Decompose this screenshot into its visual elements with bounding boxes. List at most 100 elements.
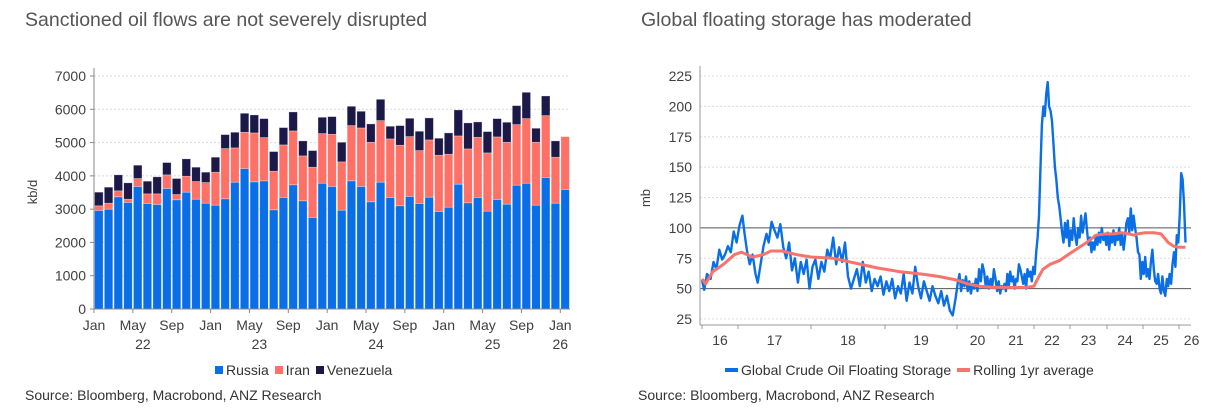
y-tick-label: 150 [669,159,693,175]
bar-venezuela-2023-02 [220,134,230,149]
y-tick-label: 6000 [55,101,86,117]
bar-venezuela-2023-03 [230,131,240,149]
left-axes: 0 1000 2000 3000 4000 5000 6000 7000 Jan May Sep Ja… [55,68,572,352]
y-tick-label: 25 [676,311,692,327]
legend-label: Iran [285,362,310,378]
y-tick-label: 125 [669,190,693,206]
bar-venezuela-2024-11 [424,117,434,141]
x-tick-label: 19 [913,332,929,348]
x-year-label: 22 [135,336,151,352]
bar-venezuela-2022-04 [123,182,133,200]
x-tick-label: 18 [840,332,856,348]
bar-venezuela-2022-01 [94,191,104,207]
x-year-label: 23 [252,336,268,352]
bar-venezuela-2023-08 [278,127,288,146]
left-legend: Russia Iran Venezuela [215,362,392,378]
x-year-label: 25 [485,336,501,352]
bar-venezuela-2023-06 [259,118,269,138]
bar-venezuela-2024-04 [356,110,366,129]
bar-venezuela-2024-06 [376,99,386,121]
x-tick-label: 25 [1153,332,1169,348]
bar-venezuela-2022-11 [191,166,201,182]
bar-venezuela-2024-07 [385,125,395,140]
bar-venezuela-2023-04 [240,112,250,133]
rolling-average-swatch-icon [957,368,971,372]
bar-venezuela-2025-11 [541,95,551,116]
legend-label: Venezuela [326,362,393,378]
legend-item-venezuela: Venezuela [315,362,393,378]
right-legend: Global Crude Oil Floating Storage Rollin… [725,362,1094,378]
y-tick-label: 75 [676,250,692,266]
x-tick-label: 20 [970,332,986,348]
left-chart-title: Sanctioned oil flows are not severely di… [25,9,428,31]
bar-venezuela-2024-02 [337,141,347,163]
left-bars [94,92,570,310]
bar-venezuela-2023-07 [269,151,279,172]
bar-venezuela-2025-12 [550,140,560,158]
x-tick-label: May [236,317,262,333]
bar-venezuela-2022-08 [162,162,172,176]
x-tick-label: Jan [432,317,455,333]
y-tick-label: 1000 [55,268,86,284]
x-tick-label: 17 [767,332,783,348]
x-tick-label: 21 [1008,332,1024,348]
x-tick-label: Jan [83,317,106,333]
bar-venezuela-2023-05 [249,114,259,134]
series-line-global-crude-oil-floating-storage [700,80,1187,317]
legend-item-russia: Russia [215,362,269,378]
bar-venezuela-2024-05 [366,123,376,143]
right-lines [700,80,1187,317]
bar-iran-2026-01 [560,136,570,190]
bar-venezuela-2025-08 [512,105,522,125]
bar-venezuela-2024-10 [414,130,424,151]
x-tick-label: Sep [392,317,417,333]
legend-item-floating-storage: Global Crude Oil Floating Storage [725,362,951,378]
bar-venezuela-2022-10 [181,158,191,177]
bar-venezuela-2022-05 [133,164,143,179]
x-year-label: 26 [552,336,568,352]
x-tick-label: May [353,317,379,333]
x-tick-label: Sep [159,317,184,333]
right-source-note: Source: Bloomberg, Macrobond, ANZ Resear… [638,387,935,403]
y-tick-label: 175 [669,129,693,145]
series-line-rolling-1yr-average [700,231,1186,289]
left-source-note: Source: Bloomberg, Macrobond, ANZ Resear… [25,387,322,403]
x-tick-label: 16 [712,332,728,348]
y-tick-label: 4000 [55,168,86,184]
floating-storage-swatch-icon [725,368,738,372]
x-tick-label: 26 [1184,332,1200,348]
bar-venezuela-2025-06 [492,118,502,138]
right-gridlines [700,75,1191,320]
y-tick-label: 3000 [55,201,86,217]
bar-venezuela-2025-05 [482,131,492,154]
bar-venezuela-2025-04 [473,121,483,138]
bar-venezuela-2025-02 [453,109,463,137]
y-tick-label: 200 [669,98,693,114]
bar-venezuela-2025-09 [521,92,531,119]
bar-venezuela-2025-07 [502,121,512,143]
x-tick-label: Jan [549,317,572,333]
legend-item-iran: Iran [274,362,310,378]
y-tick-label: 225 [669,68,693,84]
x-tick-label: Sep [509,317,534,333]
bar-venezuela-2022-03 [113,174,123,192]
bar-venezuela-2025-01 [444,132,454,155]
russia-swatch-icon [215,366,223,374]
bar-venezuela-2025-03 [463,122,473,150]
x-tick-label: 23 [1081,332,1097,348]
bar-venezuela-2023-01 [210,156,220,173]
left-y-axis-label: kb/d [25,180,40,205]
right-chart-title: Global floating storage has moderated [641,9,972,31]
y-tick-label: 100 [669,220,693,236]
y-tick-label: 2000 [55,234,86,250]
sanctioned-oil-flows-chart: 0 1000 2000 3000 4000 5000 6000 7000 Jan May Sep Ja… [25,68,572,352]
right-axes: 25 50 75 100 125 150 175 200 225 16 17 18 19 20 21 22 23… [669,66,1200,348]
bar-venezuela-2022-06 [142,180,152,195]
bar-venezuela-2024-03 [346,105,356,126]
bar-venezuela-2023-09 [288,111,298,132]
bar-venezuela-2022-02 [104,186,114,204]
bar-venezuela-2025-10 [531,127,541,143]
y-tick-label: 50 [676,281,692,297]
floating-storage-chart: 25 50 75 100 125 150 175 200 225 16 17 18 19 20 21 22 23… [638,66,1200,348]
x-year-label: 24 [368,336,384,352]
